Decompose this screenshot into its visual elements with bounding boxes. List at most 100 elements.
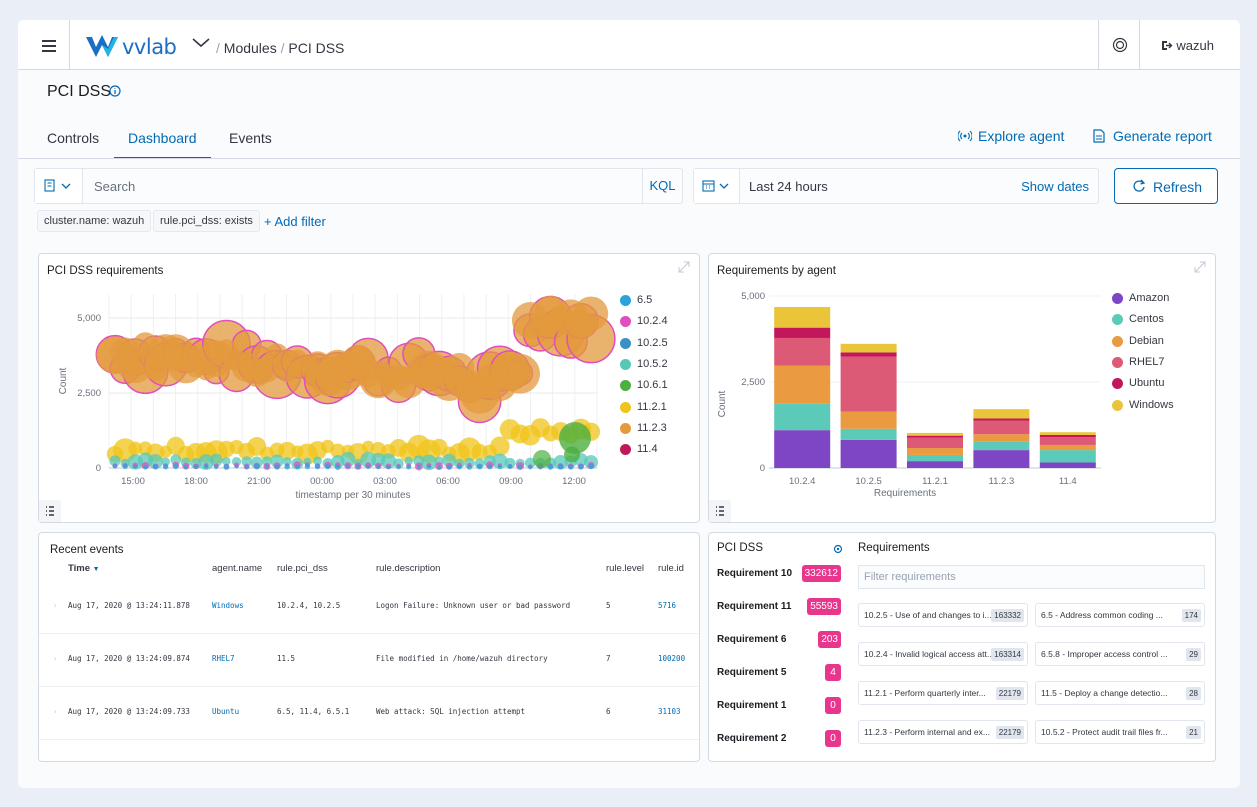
bar-segment[interactable] bbox=[973, 418, 1030, 421]
bubble-point[interactable] bbox=[573, 296, 609, 331]
bar-segment[interactable] bbox=[1039, 462, 1096, 468]
requirement-card[interactable]: 6.5 - Address common coding ... 174 bbox=[1035, 603, 1205, 627]
bubble-point[interactable] bbox=[270, 454, 284, 468]
bubble-point[interactable] bbox=[568, 464, 574, 470]
bubble-point[interactable] bbox=[278, 441, 297, 460]
requirement-card[interactable]: 10.2.5 - Use of and changes to i... 16333… bbox=[858, 603, 1028, 627]
legend-item[interactable]: 11.4 bbox=[620, 443, 658, 456]
show-dates-link[interactable]: Show dates bbox=[1021, 179, 1089, 194]
bubble-point[interactable] bbox=[436, 465, 442, 470]
bubble-point[interactable] bbox=[172, 463, 179, 470]
bubble-point[interactable] bbox=[355, 464, 361, 470]
gear-icon[interactable] bbox=[833, 544, 843, 554]
bubble-point[interactable] bbox=[128, 441, 143, 456]
bubble-point[interactable] bbox=[295, 464, 300, 470]
bar-segment[interactable] bbox=[973, 450, 1030, 468]
bubble-point[interactable] bbox=[553, 454, 568, 470]
bubble-point[interactable] bbox=[376, 464, 381, 470]
bar-segment[interactable] bbox=[973, 441, 1030, 451]
expand-row-icon[interactable]: › bbox=[53, 707, 58, 716]
bar-segment[interactable] bbox=[907, 461, 963, 468]
bubble-point[interactable] bbox=[209, 453, 223, 467]
legend-item[interactable]: Ubuntu bbox=[1112, 377, 1164, 390]
bubble-point[interactable] bbox=[265, 343, 289, 367]
filter-requirements-input[interactable]: Filter requirements bbox=[858, 565, 1205, 589]
bubble-point[interactable] bbox=[559, 422, 591, 454]
bubble-point[interactable] bbox=[504, 457, 516, 469]
table-row[interactable]: › Aug 17, 2020 @ 13:24:09.874 RHEL7 11.5 Fil… bbox=[39, 633, 699, 687]
legend-item[interactable]: 10.5.2 bbox=[620, 358, 668, 370]
bubble-point[interactable] bbox=[262, 456, 272, 466]
bar-segment[interactable] bbox=[840, 428, 897, 440]
quick-date-button[interactable] bbox=[694, 169, 740, 203]
bubble-point[interactable] bbox=[396, 464, 401, 470]
bubble-point[interactable] bbox=[578, 463, 584, 470]
bar-segment[interactable] bbox=[774, 365, 831, 404]
bubble-point[interactable] bbox=[330, 443, 346, 459]
bubble-point[interactable] bbox=[487, 464, 493, 470]
bar-segment[interactable] bbox=[774, 430, 831, 468]
column-header-pci[interactable]: rule.pci_dss bbox=[277, 563, 328, 574]
legend-item[interactable]: 11.2.1 bbox=[620, 401, 667, 413]
bubble-point[interactable] bbox=[360, 451, 377, 468]
bubble-point[interactable] bbox=[133, 464, 138, 469]
filter-pill-cluster[interactable]: cluster.name: wazuh bbox=[37, 210, 152, 232]
menu-icon[interactable] bbox=[42, 40, 56, 52]
bubble-point[interactable] bbox=[222, 457, 231, 466]
legend-item[interactable]: Debian bbox=[1112, 335, 1164, 347]
requirement-card[interactable]: 11.2.1 - Perform quarterly inter... 22179 bbox=[858, 681, 1028, 705]
bar-segment[interactable] bbox=[907, 432, 963, 436]
bubble-point[interactable] bbox=[476, 463, 483, 470]
bubble-point[interactable] bbox=[490, 436, 510, 456]
bubble-point[interactable] bbox=[253, 463, 260, 470]
bubble-point[interactable] bbox=[471, 443, 488, 461]
bubble-point[interactable] bbox=[404, 456, 413, 466]
tab-dashboard[interactable]: Dashboard bbox=[128, 130, 197, 146]
bar-segment[interactable] bbox=[840, 356, 897, 412]
legend-item[interactable]: Amazon bbox=[1112, 292, 1169, 304]
legend-item[interactable]: 10.2.5 bbox=[620, 337, 668, 349]
bubble-point[interactable] bbox=[517, 464, 523, 470]
bar-segment[interactable] bbox=[1039, 432, 1096, 435]
requirement-label[interactable]: Requirement 11 bbox=[717, 601, 792, 612]
requirement-label[interactable]: Requirement 5 bbox=[717, 667, 787, 678]
requirement-card[interactable]: 10.5.2 - Protect audit trail files fr...… bbox=[1035, 720, 1205, 744]
bubble-point[interactable] bbox=[264, 464, 270, 469]
tab-controls[interactable]: Controls bbox=[47, 130, 100, 146]
expand-icon[interactable] bbox=[677, 260, 691, 274]
bubble-point[interactable] bbox=[112, 464, 118, 469]
table-row[interactable]: › Aug 17, 2020 @ 13:24:11.878 Windows 10.2.… bbox=[39, 580, 699, 634]
bubble-point[interactable] bbox=[466, 464, 473, 470]
requirement-label[interactable]: Requirement 2 bbox=[717, 733, 787, 744]
cell-rule-id[interactable]: 5716 bbox=[658, 601, 677, 610]
legend-item[interactable]: RHEL7 bbox=[1112, 356, 1164, 368]
date-range-value[interactable]: Last 24 hours bbox=[749, 179, 828, 194]
bubble-point[interactable] bbox=[528, 465, 533, 470]
column-header-time[interactable]: Time ▼ bbox=[68, 563, 100, 574]
bubble-point[interactable] bbox=[304, 463, 311, 470]
bubble-point[interactable] bbox=[588, 463, 594, 470]
bubble-point[interactable] bbox=[183, 464, 189, 470]
bubble-point[interactable] bbox=[500, 353, 541, 394]
bubble-point[interactable] bbox=[234, 464, 239, 469]
requirement-card[interactable]: 11.2.3 - Perform internal and ex... 22179 bbox=[858, 720, 1028, 744]
bubble-point[interactable] bbox=[564, 446, 580, 463]
bubble-point[interactable] bbox=[162, 463, 169, 470]
bar-segment[interactable] bbox=[1039, 444, 1096, 451]
cell-rule-id[interactable]: 100200 bbox=[658, 654, 686, 663]
bubble-point[interactable] bbox=[170, 454, 182, 466]
legend-item[interactable]: Centos bbox=[1112, 313, 1164, 326]
bubble-point[interactable] bbox=[214, 464, 219, 470]
bubble-point[interactable] bbox=[161, 457, 170, 467]
saved-query-button[interactable] bbox=[35, 169, 83, 203]
legend-item[interactable]: Windows bbox=[1112, 399, 1174, 411]
brand-logo-icon[interactable] bbox=[84, 31, 184, 61]
table-row[interactable]: › Aug 17, 2020 @ 13:24:09.733 Ubuntu 6.5, 1… bbox=[39, 686, 699, 740]
generate-report-link[interactable]: Generate report bbox=[1093, 128, 1212, 144]
column-header-level[interactable]: rule.level bbox=[606, 563, 645, 574]
cell-agent[interactable]: Ubuntu bbox=[212, 707, 240, 716]
bar-segment[interactable] bbox=[840, 439, 897, 468]
help-icon[interactable] bbox=[1112, 37, 1128, 53]
bubble-point[interactable] bbox=[109, 455, 121, 467]
bubble-point[interactable] bbox=[122, 463, 128, 470]
